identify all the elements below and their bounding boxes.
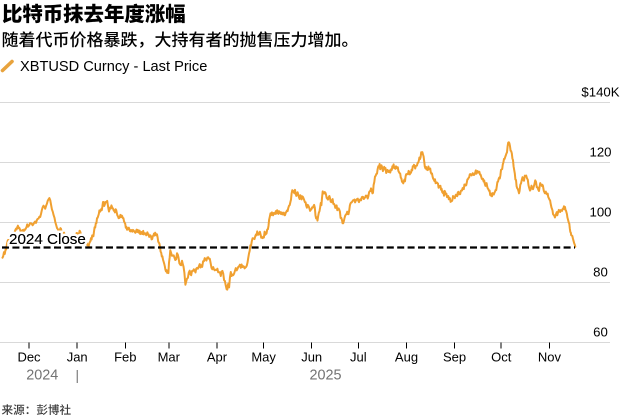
svg-text:2025: 2025 bbox=[309, 368, 341, 384]
svg-text:Mar: Mar bbox=[158, 350, 181, 365]
svg-text:2024 Close: 2024 Close bbox=[9, 231, 86, 248]
svg-text:60: 60 bbox=[593, 325, 608, 340]
svg-text:120: 120 bbox=[589, 145, 611, 160]
svg-text:$140K: $140K bbox=[581, 85, 619, 100]
svg-text:Jul: Jul bbox=[350, 350, 367, 365]
svg-text:Oct: Oct bbox=[491, 350, 512, 365]
svg-text:2024: 2024 bbox=[26, 368, 58, 384]
svg-text:80: 80 bbox=[593, 265, 608, 280]
svg-text:May: May bbox=[251, 350, 276, 365]
svg-text:XBTUSD Curncy - Last Price: XBTUSD Curncy - Last Price bbox=[20, 59, 207, 75]
svg-text:|: | bbox=[75, 368, 79, 383]
svg-text:Jun: Jun bbox=[301, 350, 322, 365]
svg-text:Sep: Sep bbox=[443, 350, 466, 365]
svg-text:Feb: Feb bbox=[114, 350, 136, 365]
svg-text:Nov: Nov bbox=[538, 350, 562, 365]
svg-text:100: 100 bbox=[589, 205, 611, 220]
svg-text:Apr: Apr bbox=[207, 350, 228, 365]
svg-text:Aug: Aug bbox=[395, 350, 418, 365]
svg-text:Jan: Jan bbox=[67, 350, 88, 365]
svg-text:2024 Close: 2024 Close bbox=[9, 231, 86, 248]
svg-text:Dec: Dec bbox=[17, 350, 41, 365]
